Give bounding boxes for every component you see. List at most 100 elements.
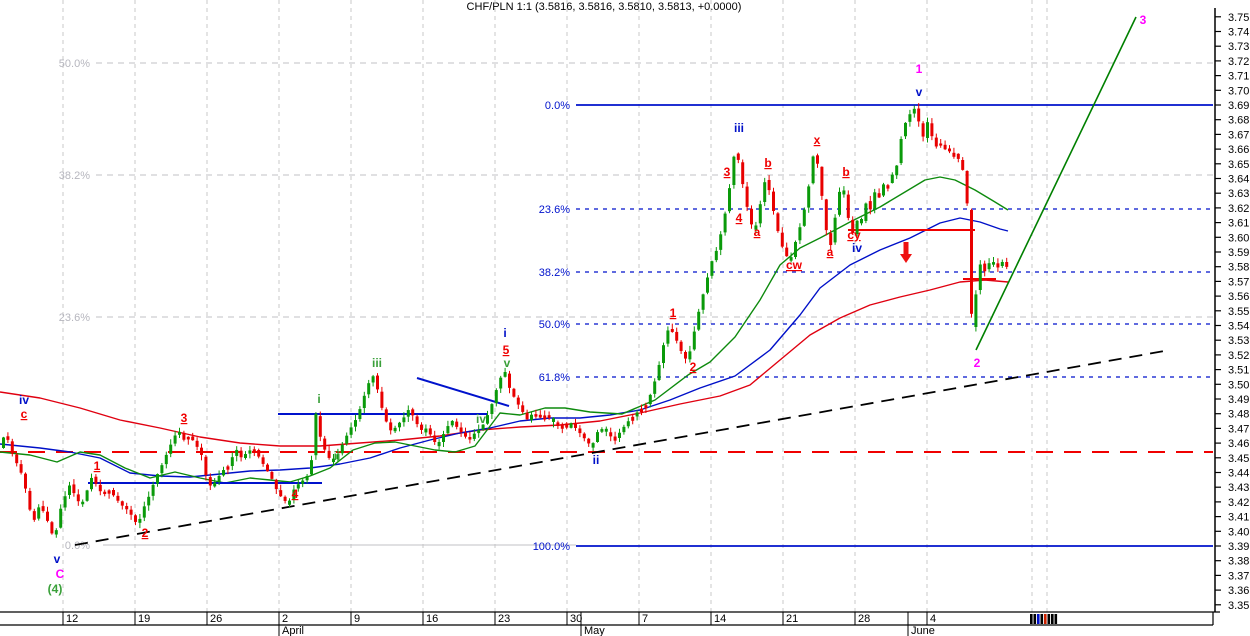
price-tick-label: 3.75 (1228, 12, 1249, 24)
price-tick-label: 3.55 (1228, 306, 1249, 318)
date-tick-label: 4 (930, 613, 936, 625)
wave-label-1: 1 (916, 62, 923, 76)
date-tick-label: 23 (498, 613, 510, 625)
wave-label-3: 3 (1140, 13, 1147, 27)
price-tick-label: 3.52 (1228, 350, 1249, 362)
wave-label-2: 2 (690, 360, 697, 374)
blue-fibonacci-levels: 0.0% 23.6% 38.2% 50.0% 61.8% 100.0% (533, 100, 1213, 553)
grey-fib-label: 0.0% (65, 540, 90, 552)
position-marker-bars (1030, 614, 1058, 624)
black-dashed-trendline (74, 349, 1171, 546)
wave-label-3: 3 (181, 411, 188, 425)
green-projection-line (975, 16, 1137, 351)
month-label: June (911, 625, 935, 636)
price-tick-label: 3.65 (1228, 159, 1249, 171)
price-tick-label: 3.58 (1228, 262, 1249, 274)
date-tick-label: 26 (210, 613, 222, 625)
price-tick-label: 3.42 (1228, 497, 1249, 509)
month-label: April (282, 625, 304, 636)
date-tick-label: 9 (354, 613, 360, 625)
candlesticks (2, 103, 1009, 538)
price-tick-label: 3.48 (1228, 409, 1249, 421)
date-tick-label: 16 (426, 613, 438, 625)
moving-average-red (0, 279, 1009, 447)
date-tick-label: 2 (282, 613, 288, 625)
price-tick-label: 3.50 (1228, 379, 1249, 391)
price-tick-label: 3.45 (1228, 453, 1249, 465)
blue-fib-label: 0.0% (545, 100, 570, 112)
price-tick-label: 3.41 (1228, 512, 1249, 524)
wave-label-iv: iv (476, 412, 486, 426)
vertical-gridlines (62, 0, 1048, 612)
blue-fib-label: 50.0% (539, 319, 570, 331)
price-tick-label: 3.69 (1228, 100, 1249, 112)
wave-label-i: i (503, 326, 506, 340)
price-tick-label: 3.66 (1228, 144, 1249, 156)
price-tick-label: 3.51 (1228, 365, 1249, 377)
date-tick-label: 7 (642, 613, 648, 625)
wave-label-b: b (764, 156, 771, 170)
wave-label-b: b (842, 165, 849, 179)
wave-label-cw: cw (786, 258, 803, 272)
price-tick-label: 3.64 (1228, 174, 1249, 186)
month-label: May (584, 625, 605, 636)
wave-label-v: v (504, 356, 511, 370)
wave-label-5: 5 (503, 343, 510, 357)
wave-label-iii: iii (372, 356, 382, 370)
wave-label-a: a (827, 245, 834, 259)
wave-label-c: c (21, 407, 28, 421)
date-tick-label: 19 (138, 613, 150, 625)
date-tick-label: 28 (858, 613, 870, 625)
wave-label-2: 2 (142, 526, 149, 540)
grey-fib-label: 23.6% (59, 312, 90, 324)
grey-fibonacci-levels: 50.0%38.2%23.6%0.0% (59, 58, 1213, 552)
date-tick-label: 12 (66, 613, 78, 625)
price-tick-label: 3.35 (1228, 600, 1249, 612)
blue-fib-label: 23.6% (539, 204, 570, 216)
wave-label-a: a (754, 225, 761, 239)
wave-label-x: x (814, 133, 821, 147)
wave-label-v: v (54, 552, 61, 566)
date-tick-label: 30 (570, 613, 582, 625)
price-tick-label: 3.62 (1228, 203, 1249, 215)
price-tick-label: 3.74 (1228, 27, 1249, 39)
price-tick-label: 3.61 (1228, 218, 1249, 230)
blue-fib-label: 38.2% (539, 267, 570, 279)
wave-label-iii: iii (734, 121, 744, 135)
price-tick-label: 3.36 (1228, 585, 1249, 597)
price-tick-label: 3.56 (1228, 291, 1249, 303)
wave-label-ii: ii (334, 449, 341, 463)
price-tick-label: 3.72 (1228, 56, 1249, 68)
date-tick-label: 14 (714, 613, 726, 625)
wave-label-cy: cy (847, 228, 861, 242)
blue-fib-label: 61.8% (539, 372, 570, 384)
price-axis: 3.75 3.74 3.73 3.72 3.71 3.70 3.69 3.68 3.67 3.66… (1214, 8, 1249, 612)
price-tick-label: 3.40 (1228, 526, 1249, 538)
wave-label-(4): (4) (48, 582, 63, 596)
wave-label-1: 1 (94, 459, 101, 473)
wave-label-4: 4 (292, 487, 299, 501)
price-tick-label: 3.46 (1228, 438, 1249, 450)
wave-label-C: C (56, 567, 65, 581)
time-axis: 12 19 26 2 9 16 23 30 7 14 21 28 4 April May June (0, 611, 1220, 636)
price-tick-label: 3.54 (1228, 321, 1249, 333)
price-tick-label: 3.43 (1228, 482, 1249, 494)
grey-fib-label: 50.0% (59, 58, 90, 70)
price-tick-label: 3.67 (1228, 129, 1249, 141)
price-tick-label: 3.71 (1228, 71, 1249, 83)
wave-label-iv: iv (852, 241, 862, 255)
trend-segments (88, 229, 996, 484)
chart-title: CHF/PLN 1:1 (3.5816, 3.5816, 3.5810, 3.5… (466, 1, 742, 13)
wave-label-i: i (317, 392, 320, 406)
date-tick-label: 21 (786, 613, 798, 625)
wave-label-2: 2 (974, 356, 981, 370)
price-tick-label: 3.49 (1228, 394, 1249, 406)
price-tick-label: 3.59 (1228, 247, 1249, 259)
price-tick-label: 3.70 (1228, 85, 1249, 97)
grey-fib-label: 38.2% (59, 170, 90, 182)
price-tick-label: 3.38 (1228, 556, 1249, 568)
price-tick-label: 3.60 (1228, 232, 1249, 244)
price-tick-label: 3.53 (1228, 335, 1249, 347)
